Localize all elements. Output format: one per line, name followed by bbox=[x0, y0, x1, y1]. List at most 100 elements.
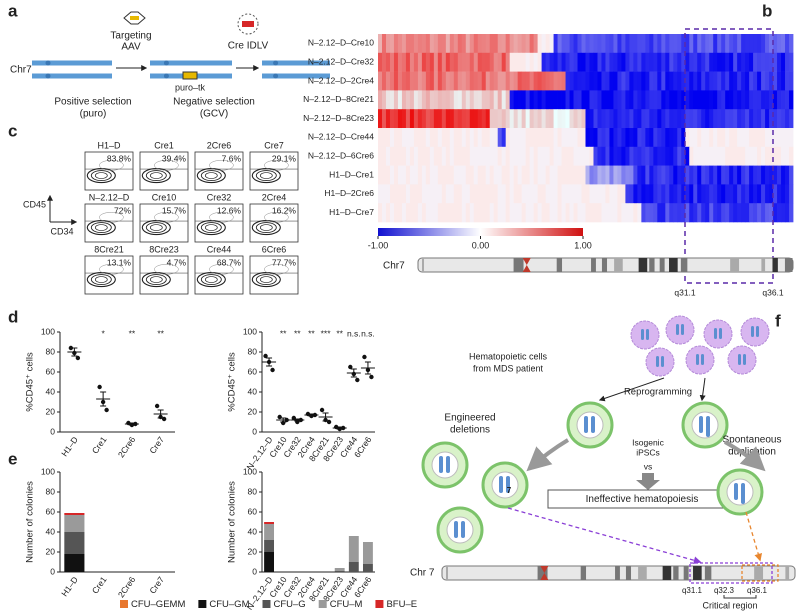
heatmap-cell bbox=[533, 165, 539, 185]
heatmap-cell bbox=[469, 203, 475, 223]
contour bbox=[86, 220, 116, 236]
heatmap-cell bbox=[645, 184, 650, 204]
heatmap-cell bbox=[649, 128, 654, 148]
heatmap-cell bbox=[725, 109, 730, 129]
heatmap-cell bbox=[453, 109, 459, 129]
heatmap-cell bbox=[665, 71, 670, 91]
heatmap-cell bbox=[769, 203, 774, 223]
heatmap-cell bbox=[401, 34, 407, 54]
heatmap-cell bbox=[381, 90, 387, 110]
heatmap-cell bbox=[433, 128, 439, 148]
heatmap-cell bbox=[789, 52, 794, 72]
heatmap-cell bbox=[729, 146, 734, 166]
heatmap-cell bbox=[389, 52, 395, 72]
heatmap-cell bbox=[729, 71, 734, 91]
heatmap-cell bbox=[713, 34, 718, 54]
heatmap-cell bbox=[629, 52, 634, 72]
heatmap-cell bbox=[733, 146, 738, 166]
heatmap-cell bbox=[433, 52, 439, 72]
heatmap-cell bbox=[573, 184, 578, 204]
heatmap-cell bbox=[401, 146, 407, 166]
heatmap-cell bbox=[381, 184, 387, 204]
heatmap-cell bbox=[393, 203, 399, 223]
heatmap-cell bbox=[661, 109, 666, 129]
heatmap-cell bbox=[449, 165, 455, 185]
heatmap-cell bbox=[497, 128, 503, 148]
heatmap-cell bbox=[413, 109, 419, 129]
heatmap-cell bbox=[585, 71, 590, 91]
heatmap-cell bbox=[425, 34, 431, 54]
heatmap-cell bbox=[553, 128, 558, 148]
heatmap-cell bbox=[601, 52, 606, 72]
heatmap-cell bbox=[421, 71, 427, 91]
heatmap-cell bbox=[697, 165, 702, 185]
heatmap-cell bbox=[437, 109, 443, 129]
nucleus bbox=[491, 471, 519, 499]
heatmap-cell bbox=[781, 146, 786, 166]
chromosome-icon bbox=[584, 416, 588, 433]
heatmap-cell bbox=[461, 146, 467, 166]
heatmap-cell bbox=[517, 109, 523, 129]
heatmap-cell bbox=[465, 90, 471, 110]
heatmap-cell bbox=[613, 109, 618, 129]
heatmap-cell bbox=[465, 146, 471, 166]
heatmap-cell bbox=[697, 146, 702, 166]
heatmap-cell bbox=[401, 203, 407, 223]
heatmap-cell bbox=[697, 184, 702, 204]
heatmap-cell bbox=[641, 184, 646, 204]
heatmap-cell bbox=[381, 34, 387, 54]
heatmap-cell bbox=[773, 184, 778, 204]
legend-label: CFU–M bbox=[330, 599, 363, 610]
heatmap-cell bbox=[649, 184, 654, 204]
bar-segment bbox=[64, 554, 85, 572]
heatmap-cell bbox=[417, 52, 423, 72]
contour bbox=[251, 168, 281, 184]
heatmap-cell bbox=[689, 128, 694, 148]
label: Chr 7 bbox=[410, 568, 435, 579]
heatmap-cell bbox=[741, 128, 746, 148]
heatmap-cell bbox=[533, 71, 539, 91]
heatmap-cell bbox=[713, 146, 718, 166]
heatmap-cell bbox=[381, 109, 387, 129]
heatmap-cell bbox=[585, 90, 590, 110]
heatmap-cell bbox=[773, 71, 778, 91]
heatmap-cell bbox=[729, 184, 734, 204]
heatmap-cell bbox=[553, 203, 558, 223]
legend-label: BFU–E bbox=[386, 599, 417, 610]
heatmap-cell bbox=[641, 146, 646, 166]
heatmap-cell bbox=[389, 128, 395, 148]
heatmap-cell bbox=[381, 71, 387, 91]
heatmap-cell bbox=[525, 71, 531, 91]
heatmap-cell bbox=[413, 203, 419, 223]
contour bbox=[255, 274, 277, 286]
heatmap-cell bbox=[577, 146, 582, 166]
heatmap-cell bbox=[685, 165, 690, 185]
ideogram-band bbox=[730, 258, 740, 272]
heatmap-cell bbox=[489, 165, 495, 185]
heatmap-cell bbox=[509, 34, 515, 54]
heatmap-cell bbox=[378, 128, 383, 148]
heatmap-cell bbox=[681, 128, 686, 148]
heatmap-cell bbox=[657, 128, 662, 148]
heatmap-cell bbox=[709, 34, 714, 54]
error-bar bbox=[128, 422, 135, 426]
heatmap-cell bbox=[657, 71, 662, 91]
heatmap-cell bbox=[597, 52, 602, 72]
heatmap-cell bbox=[473, 71, 479, 91]
heatmap-cell bbox=[525, 128, 531, 148]
heatmap-cell bbox=[645, 203, 650, 223]
heatmap-cell bbox=[777, 128, 782, 148]
heatmap-cell bbox=[705, 165, 710, 185]
data-point bbox=[348, 364, 353, 370]
contour bbox=[94, 172, 108, 179]
heatmap-cell bbox=[489, 90, 495, 110]
heatmap-cell bbox=[393, 34, 399, 54]
heatmap-cell bbox=[537, 34, 543, 54]
patient-cell bbox=[630, 320, 660, 350]
contour bbox=[209, 212, 234, 223]
heatmap-cell bbox=[653, 71, 658, 91]
heatmap-cell bbox=[741, 90, 746, 110]
heatmap-cell bbox=[509, 71, 515, 91]
heatmap-cell bbox=[393, 165, 399, 185]
heatmap-cell bbox=[501, 165, 507, 185]
